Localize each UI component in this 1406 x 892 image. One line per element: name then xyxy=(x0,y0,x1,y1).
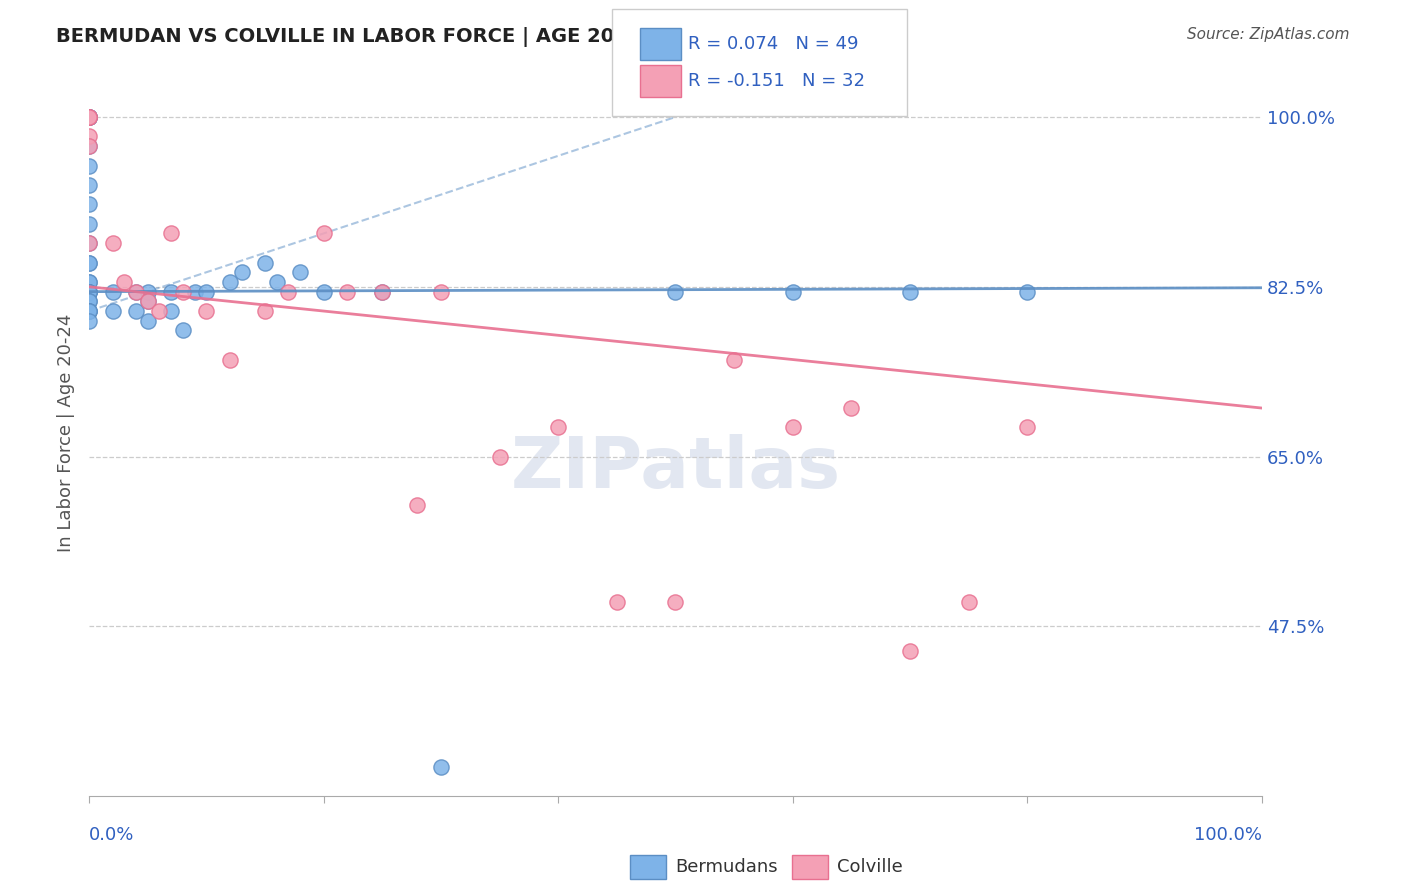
Point xyxy=(898,285,921,299)
Point xyxy=(77,110,100,124)
Point xyxy=(253,255,276,269)
Point xyxy=(312,227,335,241)
Point xyxy=(218,352,240,367)
Point xyxy=(723,352,745,367)
Point xyxy=(77,236,100,251)
Point xyxy=(77,314,100,328)
Point xyxy=(77,285,100,299)
Point xyxy=(183,285,205,299)
Point xyxy=(371,285,394,299)
Point xyxy=(172,285,194,299)
Point xyxy=(841,401,863,415)
Point xyxy=(148,304,170,318)
Text: R = -0.151   N = 32: R = -0.151 N = 32 xyxy=(688,72,865,90)
Point xyxy=(77,139,100,153)
Point xyxy=(77,255,100,269)
Point xyxy=(782,285,804,299)
Point xyxy=(1017,420,1039,434)
Point xyxy=(277,285,299,299)
Point xyxy=(606,595,628,609)
Point xyxy=(160,227,183,241)
Point xyxy=(101,285,124,299)
Point xyxy=(231,265,253,279)
Point xyxy=(1017,285,1039,299)
Point xyxy=(136,314,159,328)
Point xyxy=(195,304,218,318)
Point xyxy=(160,285,183,299)
Point xyxy=(312,285,335,299)
Point xyxy=(77,255,100,269)
Point xyxy=(898,643,921,657)
Point xyxy=(430,760,453,774)
Point xyxy=(664,285,686,299)
Point xyxy=(77,285,100,299)
Point xyxy=(77,275,100,289)
Text: ZIPatlas: ZIPatlas xyxy=(510,434,841,503)
Point xyxy=(77,304,100,318)
Point xyxy=(664,595,686,609)
Point xyxy=(782,420,804,434)
Point xyxy=(77,139,100,153)
Point xyxy=(77,110,100,124)
Point xyxy=(125,304,148,318)
Point xyxy=(77,178,100,192)
Text: Bermudans: Bermudans xyxy=(675,858,778,876)
Text: Colville: Colville xyxy=(837,858,903,876)
Point xyxy=(77,110,100,124)
Point xyxy=(336,285,359,299)
Point xyxy=(77,217,100,231)
Point xyxy=(77,236,100,251)
Point xyxy=(77,275,100,289)
Point xyxy=(112,275,135,289)
Point xyxy=(172,323,194,337)
Text: 100.0%: 100.0% xyxy=(1194,826,1263,844)
Point xyxy=(430,285,453,299)
Point xyxy=(77,129,100,144)
Point xyxy=(77,110,100,124)
Point xyxy=(77,110,100,124)
Point xyxy=(77,159,100,173)
Point xyxy=(253,304,276,318)
Point xyxy=(136,294,159,309)
Point xyxy=(136,294,159,309)
Point xyxy=(101,236,124,251)
Point xyxy=(77,110,100,124)
Point xyxy=(957,595,980,609)
Point xyxy=(371,285,394,299)
Point xyxy=(77,304,100,318)
Point xyxy=(160,304,183,318)
Point xyxy=(218,275,240,289)
Point xyxy=(125,285,148,299)
Text: 0.0%: 0.0% xyxy=(89,826,135,844)
Point xyxy=(77,197,100,211)
Point xyxy=(406,498,429,512)
Point xyxy=(288,265,311,279)
Point xyxy=(195,285,218,299)
Y-axis label: In Labor Force | Age 20-24: In Labor Force | Age 20-24 xyxy=(58,313,75,551)
Point xyxy=(488,450,510,464)
Point xyxy=(77,294,100,309)
Point xyxy=(101,304,124,318)
Point xyxy=(547,420,569,434)
Point xyxy=(77,110,100,124)
Point xyxy=(125,285,148,299)
Point xyxy=(77,285,100,299)
Text: Source: ZipAtlas.com: Source: ZipAtlas.com xyxy=(1187,27,1350,42)
Point xyxy=(77,110,100,124)
Text: BERMUDAN VS COLVILLE IN LABOR FORCE | AGE 20-24 CORRELATION CHART: BERMUDAN VS COLVILLE IN LABOR FORCE | AG… xyxy=(56,27,890,46)
Text: R = 0.074   N = 49: R = 0.074 N = 49 xyxy=(688,35,858,53)
Point xyxy=(136,285,159,299)
Point xyxy=(77,304,100,318)
Point xyxy=(266,275,288,289)
Point xyxy=(77,294,100,309)
Point xyxy=(77,285,100,299)
